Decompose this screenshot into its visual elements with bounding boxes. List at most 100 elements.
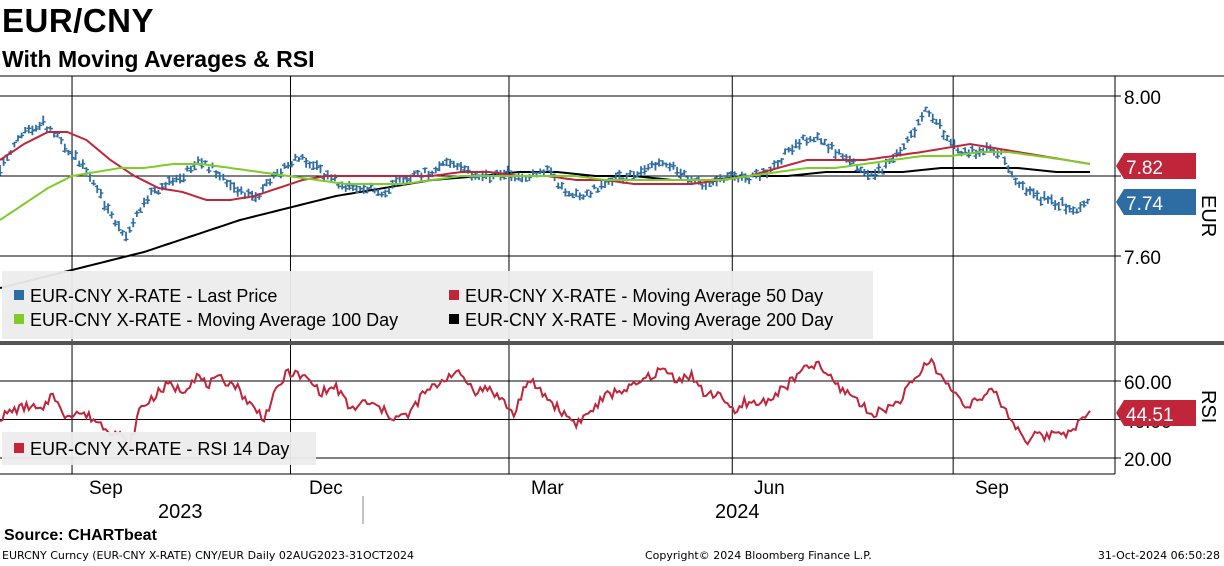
price-bar — [130, 218, 136, 228]
price-bar — [775, 159, 781, 168]
legend-swatch-rsi — [14, 443, 24, 453]
price-bar — [1067, 204, 1073, 213]
price-bar — [145, 195, 151, 205]
price-bar — [955, 147, 961, 154]
legend-label-ma200: EUR-CNY X-RATE - Moving Average 200 Day — [465, 310, 833, 330]
price-bar — [123, 231, 129, 242]
tag-rsi-shape — [1116, 400, 1196, 426]
moving-average-lines — [0, 167, 1090, 289]
price-bar — [58, 137, 64, 145]
rsi-line-path — [0, 357, 1091, 452]
price-bar — [638, 166, 644, 176]
price-bar — [778, 158, 784, 165]
price-bar — [923, 106, 929, 112]
price-bar — [184, 165, 190, 172]
rsi-ytick-60: 60.00 — [1124, 373, 1172, 394]
price-bar — [112, 219, 118, 227]
price-bar — [577, 192, 583, 201]
price-bars — [0, 106, 1091, 242]
price-bar — [789, 144, 795, 155]
price-bar — [22, 126, 28, 134]
price-bar — [962, 147, 968, 154]
tag-last-price-shape — [1116, 189, 1196, 215]
price-bar — [361, 184, 367, 194]
price-bar — [1020, 180, 1026, 191]
tag-ma50: 7.82 — [1116, 153, 1196, 179]
rsi-legend-box — [2, 432, 316, 465]
price-bar — [422, 167, 428, 174]
year-label-2024: 2024 — [715, 501, 760, 523]
price-bar — [732, 171, 738, 181]
price-bar — [941, 129, 947, 140]
price-bar — [598, 181, 604, 190]
price-bar — [227, 179, 233, 191]
price-bar — [354, 184, 360, 194]
price-bar — [458, 162, 464, 173]
price-bar — [505, 165, 511, 174]
price-bar — [33, 124, 39, 132]
price-bar — [19, 132, 25, 139]
price-legend: EUR-CNY X-RATE - Last Price EUR-CNY X-RA… — [2, 271, 873, 339]
xtick-dec: Dec — [309, 478, 343, 499]
price-bar — [1002, 156, 1008, 166]
price-bar — [94, 184, 100, 194]
price-bar — [116, 220, 122, 232]
price-bar — [602, 179, 608, 188]
price-bar — [1038, 196, 1044, 206]
price-bar — [807, 136, 813, 143]
price-bar — [433, 166, 439, 174]
price-bar — [386, 187, 392, 194]
price-bar — [166, 176, 172, 186]
price-bar — [588, 190, 594, 198]
price-bar — [822, 138, 828, 146]
price-bar — [181, 173, 187, 183]
price-bar — [263, 178, 269, 187]
chart-subtitle: With Moving Averages & RSI — [2, 46, 315, 72]
price-bar — [1049, 194, 1055, 205]
price-bar — [303, 157, 309, 168]
tag-last-price-label: 7.74 — [1126, 194, 1163, 215]
price-bar — [447, 158, 453, 168]
tag-rsi: 44.51 — [1116, 400, 1196, 426]
price-bar — [912, 127, 918, 138]
legend-swatch-last-price — [14, 290, 24, 300]
price-bar — [1056, 201, 1062, 211]
price-bar — [858, 166, 864, 174]
rsi-ytick-20: 20.00 — [1124, 450, 1172, 471]
moving-average-lines-overlay — [0, 131, 1091, 221]
price-bar — [728, 171, 734, 178]
footer-security: EURCNY Curncy (EUR-CNY X-RATE) CNY/EUR D… — [2, 549, 415, 562]
price-bar — [379, 191, 385, 198]
price-bar — [591, 184, 597, 190]
price-bar — [674, 166, 680, 176]
price-bar — [595, 187, 601, 193]
xtick-mar: Mar — [531, 478, 564, 499]
price-bar — [15, 135, 21, 142]
price-bar — [519, 173, 525, 183]
price-bar — [444, 157, 450, 167]
price-bar — [76, 160, 82, 167]
price-bar — [1034, 190, 1040, 201]
price-bar — [440, 160, 446, 167]
year-label-2023: 2023 — [158, 501, 203, 523]
price-bar — [37, 121, 43, 131]
price-bar — [815, 132, 820, 141]
xtick-jun: Jun — [754, 478, 785, 499]
price-bar — [811, 136, 817, 143]
price-bar — [188, 165, 194, 174]
price-bar — [292, 153, 298, 161]
price-bar — [930, 113, 936, 123]
price-bar — [1045, 195, 1051, 204]
price-bar — [314, 160, 320, 171]
price-bar — [343, 185, 349, 192]
price-bar — [11, 141, 17, 148]
price-bar — [213, 170, 219, 179]
price-bar — [177, 173, 183, 184]
price-bar — [47, 125, 53, 131]
rsi-legend: EUR-CNY X-RATE - RSI 14 Day — [2, 432, 316, 465]
price-bar — [616, 169, 622, 181]
price-bar — [793, 139, 799, 149]
price-ytick-8.00: 8.00 — [1124, 88, 1161, 109]
price-bar — [235, 186, 241, 197]
price-bar — [1013, 177, 1019, 186]
